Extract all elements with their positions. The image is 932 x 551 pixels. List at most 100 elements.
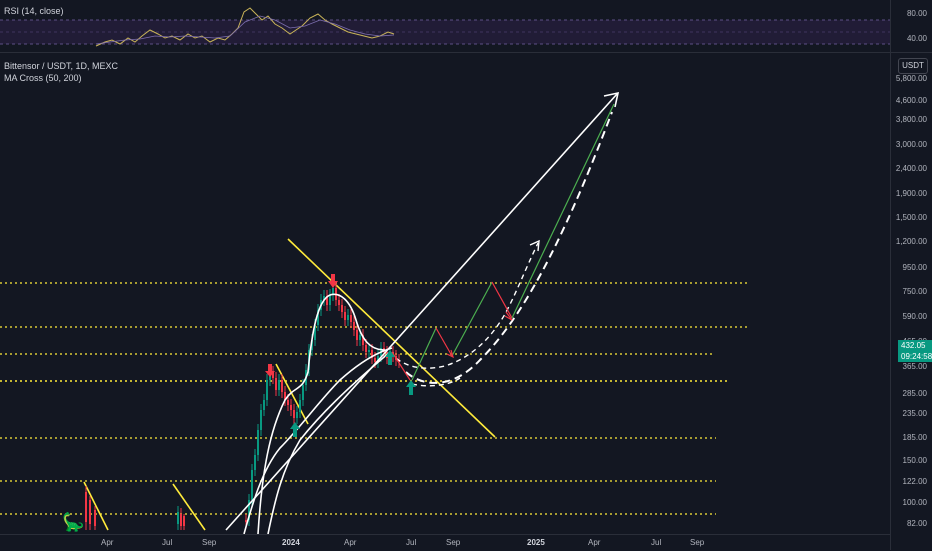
rsi-ma-line <box>95 15 395 45</box>
indicator-label[interactable]: MA Cross (50, 200) <box>4 73 82 83</box>
projection-rise-2 <box>451 281 493 357</box>
time-tick: Sep <box>446 538 461 547</box>
rsi-tick: 40.00 <box>906 34 927 43</box>
projection-drop-0 <box>391 351 411 381</box>
candle-body <box>257 430 259 455</box>
candle-body <box>362 335 364 345</box>
pane-divider[interactable] <box>0 52 932 53</box>
price-tick: 82.00 <box>906 519 927 528</box>
projection-red-arrowhead-2 <box>446 349 454 359</box>
time-tick: Sep <box>690 538 705 547</box>
ma-long-line <box>267 351 391 534</box>
time-tick: 2024 <box>282 538 300 547</box>
downtrend-line-apr[interactable] <box>83 481 109 531</box>
ma-cross-down-arrow-icon <box>265 364 275 377</box>
projection-dashed-curve-1[interactable] <box>405 111 613 384</box>
price-tick: 5,800.00 <box>895 74 927 83</box>
candle-body <box>251 470 253 500</box>
projection-dashed-curve-2[interactable] <box>389 242 539 369</box>
bar-countdown: 09:24:58 <box>901 352 932 361</box>
candle-body <box>344 312 346 320</box>
candle-body <box>365 345 367 352</box>
candle-body <box>299 400 301 412</box>
rsi-tick: 80.00 <box>906 9 927 18</box>
ma-50-line <box>257 293 386 534</box>
candle-body <box>296 412 298 418</box>
projection-rise-3 <box>511 103 615 319</box>
downtrend-line-small[interactable] <box>275 363 309 425</box>
candle-body <box>272 372 274 378</box>
price-tick: 3,000.00 <box>895 140 927 149</box>
time-tick: Jul <box>162 538 173 547</box>
candle-body <box>314 325 316 340</box>
price-tick: 750.00 <box>902 287 927 296</box>
chart-title[interactable]: Bittensor / USDT, 1D, MEXC <box>4 61 119 71</box>
long-trend-arrowhead <box>603 91 620 108</box>
currency-button[interactable]: USDT <box>898 58 928 74</box>
candle-body <box>284 392 286 400</box>
time-tick: Jul <box>651 538 662 547</box>
candle-body <box>332 288 334 295</box>
candle-body <box>326 296 328 305</box>
price-tick: 185.00 <box>902 433 927 442</box>
candle-body <box>341 305 343 312</box>
price-tick: 1,200.00 <box>895 237 927 246</box>
rsi-title: RSI (14, close) <box>4 6 64 16</box>
candle-body <box>359 335 361 340</box>
downtrend-line-jul[interactable] <box>172 483 206 531</box>
tradingview-logo-icon[interactable]: 🦕 <box>62 512 85 532</box>
candle-body <box>245 520 247 522</box>
candle-body <box>356 330 358 340</box>
candle-body <box>350 315 352 322</box>
candle-body <box>290 405 292 410</box>
candle-body <box>263 400 265 410</box>
long-trend-arrow[interactable] <box>225 93 618 531</box>
time-axis[interactable]: Apr Jul Sep 2024 Apr Jul Sep 2025 Apr Jul Sep <box>0 534 890 551</box>
price-tick: 2,400.00 <box>895 164 927 173</box>
price-tick: 4,600.00 <box>895 96 927 105</box>
price-tick: 590.00 <box>902 312 927 321</box>
projection-dashed-curve-3[interactable] <box>411 377 461 387</box>
candle-body <box>347 315 349 320</box>
candle-body <box>377 356 379 362</box>
projection-red-arrowhead <box>504 311 513 321</box>
candle-body <box>368 350 370 352</box>
candle-body <box>266 380 268 400</box>
main-chart-canvas[interactable] <box>0 0 890 534</box>
candle-body <box>260 410 262 430</box>
candle-body <box>302 385 304 400</box>
candle-body <box>248 500 250 520</box>
ma-cross-up-arrow-icon <box>385 350 395 365</box>
price-tick: 950.00 <box>902 263 927 272</box>
candle-body <box>275 378 277 390</box>
current-price: 432.05 <box>901 341 926 350</box>
projection-drop-1 <box>435 327 453 357</box>
time-tick: Apr <box>344 538 357 547</box>
candlestick-series <box>85 282 400 530</box>
price-tick: 3,800.00 <box>895 115 927 124</box>
candle-body <box>287 400 289 405</box>
candle-body <box>278 380 280 390</box>
candle-body <box>317 310 319 325</box>
ma-200-line <box>243 347 393 534</box>
candle-body <box>371 350 373 358</box>
ma-cross-down-arrow-icon <box>328 274 338 288</box>
rsi-line <box>95 7 395 47</box>
price-tick: 285.00 <box>902 389 927 398</box>
time-tick: Apr <box>101 538 114 547</box>
downtrend-line-main[interactable] <box>287 238 496 438</box>
projection-drop-2 <box>491 281 513 319</box>
current-price-label: 432.05 09:24:58 <box>898 340 932 362</box>
price-tick: 235.00 <box>902 409 927 418</box>
projection-dashed-arrowhead <box>529 239 540 252</box>
price-tick: 150.00 <box>902 456 927 465</box>
candle-body <box>338 300 340 305</box>
time-tick: Apr <box>588 538 601 547</box>
price-axis[interactable]: 80.00 40.00 5,800.00 4,600.00 3,800.00 3,00… <box>890 0 932 550</box>
candle-body <box>281 380 283 392</box>
projection-path[interactable] <box>411 327 437 381</box>
candle-body <box>374 358 376 362</box>
time-tick: Sep <box>202 538 217 547</box>
time-tick: 2025 <box>527 538 545 547</box>
ma-cross-up-arrow-icon <box>290 422 300 437</box>
